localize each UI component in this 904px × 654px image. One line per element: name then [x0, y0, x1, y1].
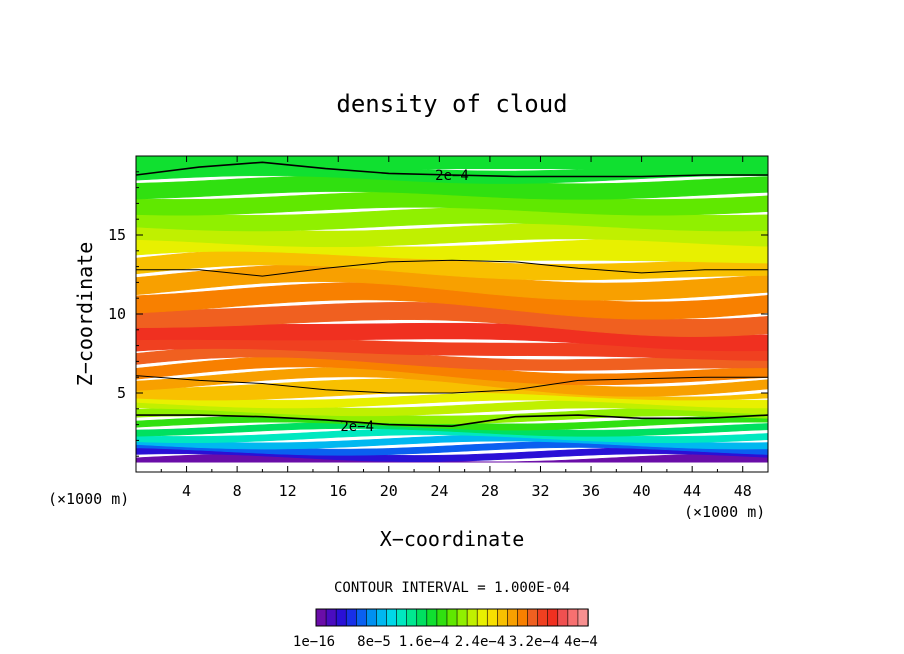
density-band: [136, 462, 768, 472]
density-band: [136, 399, 768, 417]
x-tick-label: 16: [329, 482, 347, 500]
x-unit-right: (×1000 m): [684, 503, 765, 521]
contour-label-upper: 2e−4: [435, 168, 469, 184]
x-tick-label: 20: [380, 482, 398, 500]
colorbar-swatch: [497, 608, 509, 627]
y-tick-label: 15: [108, 226, 126, 244]
colorbar-swatch: [426, 608, 438, 627]
colorbar-swatch: [456, 608, 468, 627]
colorbar-swatch: [466, 608, 478, 627]
colorbar-swatch: [537, 608, 549, 627]
colorbar-swatch: [557, 608, 569, 627]
colorbar-swatch: [517, 608, 529, 627]
y-axis-label: Z−coordinate: [73, 242, 97, 387]
contour-interval-text: CONTOUR INTERVAL = 1.000E-04: [334, 580, 570, 596]
colorbar-swatch: [446, 608, 458, 627]
contour-lines: 2e−4 2e−4: [136, 161, 768, 435]
colorbar-tick-label: 8e−5: [357, 634, 391, 650]
y-tick-label: 5: [117, 384, 126, 402]
colorbar-swatch: [335, 608, 347, 627]
contour-label-lower: 2e−4: [340, 419, 374, 435]
colorbar-swatch: [406, 608, 418, 627]
colorbar: [315, 608, 589, 627]
x-tick-label: 48: [734, 482, 752, 500]
colorbar-tick-label: 3.2e−4: [509, 634, 560, 650]
density-band: [136, 440, 768, 456]
colorbar-tick-label: 2.4e−4: [455, 634, 506, 650]
colorbar-tick-labels: 1e−16 8e−5 1.6e−4 2.4e−4 3.2e−4 4e−4: [293, 634, 598, 650]
colorbar-tick-label: 1.6e−4: [399, 634, 450, 650]
density-band: [136, 191, 768, 216]
density-band: [136, 222, 768, 248]
x-tick-label: 28: [481, 482, 499, 500]
colorbar-frame: [315, 608, 589, 627]
colorbar-swatch: [386, 608, 398, 627]
x-tick-label: 40: [633, 482, 651, 500]
colorbar-tick-label: 4e−4: [564, 634, 598, 650]
density-field: [136, 156, 768, 472]
density-band: [136, 282, 768, 320]
colorbar-swatch: [486, 608, 499, 627]
x-tick-label: 24: [430, 482, 448, 500]
x-unit-left: (×1000 m): [48, 490, 129, 508]
x-axis-ticks: 4 8 12 16 20 24 28 32 36 40 44 48: [160, 156, 752, 500]
colorbar-swatch: [396, 608, 408, 627]
colorbar-swatch: [315, 608, 327, 627]
colorbar-swatch: [507, 608, 519, 627]
density-band: [136, 302, 768, 337]
contour-lower: [136, 414, 768, 428]
x-tick-label: 44: [683, 482, 701, 500]
colorbar-swatch: [366, 608, 378, 627]
colorbar-swatch: [345, 608, 357, 627]
x-tick-label: 8: [233, 482, 242, 500]
colorbar-swatch: [325, 608, 337, 627]
colorbar-swatch: [355, 608, 368, 627]
colorbar-swatch: [476, 608, 488, 627]
chart-title: density of cloud: [336, 90, 567, 118]
x-tick-label: 36: [582, 482, 600, 500]
colorbar-swatch: [577, 608, 589, 627]
colorbar-swatch: [527, 608, 539, 627]
colorbar-swatch: [436, 608, 448, 627]
x-tick-label: 12: [279, 482, 297, 500]
colorbar-swatch: [567, 608, 579, 627]
colorbar-swatch: [416, 608, 428, 627]
x-tick-label: 4: [182, 482, 191, 500]
colorbar-swatch: [376, 608, 388, 627]
x-tick-label: 32: [531, 482, 549, 500]
contour-upper: [136, 161, 768, 178]
contour-mid-lower: [136, 375, 768, 394]
contour-mid-upper: [136, 259, 768, 277]
x-axis-label: X−coordinate: [380, 527, 525, 551]
colorbar-swatch: [547, 608, 559, 627]
y-tick-label: 10: [108, 305, 126, 323]
colorbar-tick-label: 1e−16: [293, 634, 335, 650]
density-band: [136, 428, 768, 444]
y-axis-ticks: 5 10 15: [108, 171, 768, 457]
